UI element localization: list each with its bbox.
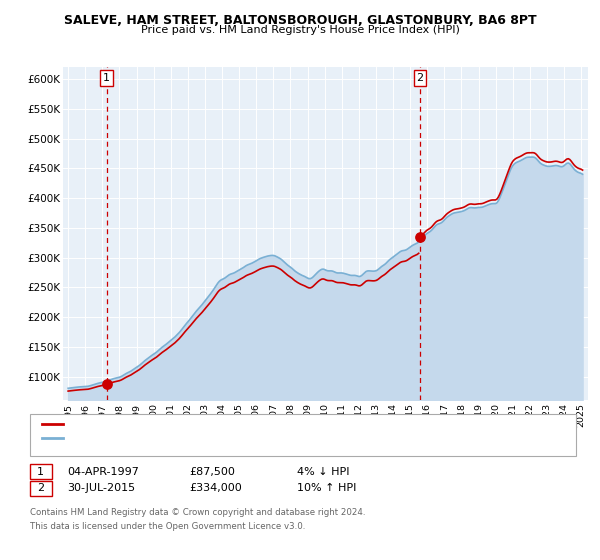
Point <box>415 233 425 242</box>
Text: 30-JUL-2015: 30-JUL-2015 <box>67 483 136 493</box>
Text: Contains HM Land Registry data © Crown copyright and database right 2024.
This d: Contains HM Land Registry data © Crown c… <box>30 508 365 531</box>
Text: 1: 1 <box>37 466 44 477</box>
Point <box>102 380 112 389</box>
Text: 2: 2 <box>416 73 424 83</box>
Text: SALEVE, HAM STREET, BALTONSBOROUGH, GLASTONBURY, BA6 8PT: SALEVE, HAM STREET, BALTONSBOROUGH, GLAS… <box>64 14 536 27</box>
Text: 1: 1 <box>103 73 110 83</box>
Text: HPI: Average price, detached house, Somerset: HPI: Average price, detached house, Some… <box>67 433 289 442</box>
Text: £87,500: £87,500 <box>189 466 235 477</box>
Text: Price paid vs. HM Land Registry's House Price Index (HPI): Price paid vs. HM Land Registry's House … <box>140 25 460 35</box>
Text: 4% ↓ HPI: 4% ↓ HPI <box>297 466 349 477</box>
Text: 10% ↑ HPI: 10% ↑ HPI <box>297 483 356 493</box>
Text: £334,000: £334,000 <box>189 483 242 493</box>
Text: 2: 2 <box>37 483 44 493</box>
Text: 04-APR-1997: 04-APR-1997 <box>67 466 139 477</box>
Text: SALEVE, HAM STREET, BALTONSBOROUGH, GLASTONBURY, BA6 8PT (detached house): SALEVE, HAM STREET, BALTONSBOROUGH, GLAS… <box>67 420 476 429</box>
